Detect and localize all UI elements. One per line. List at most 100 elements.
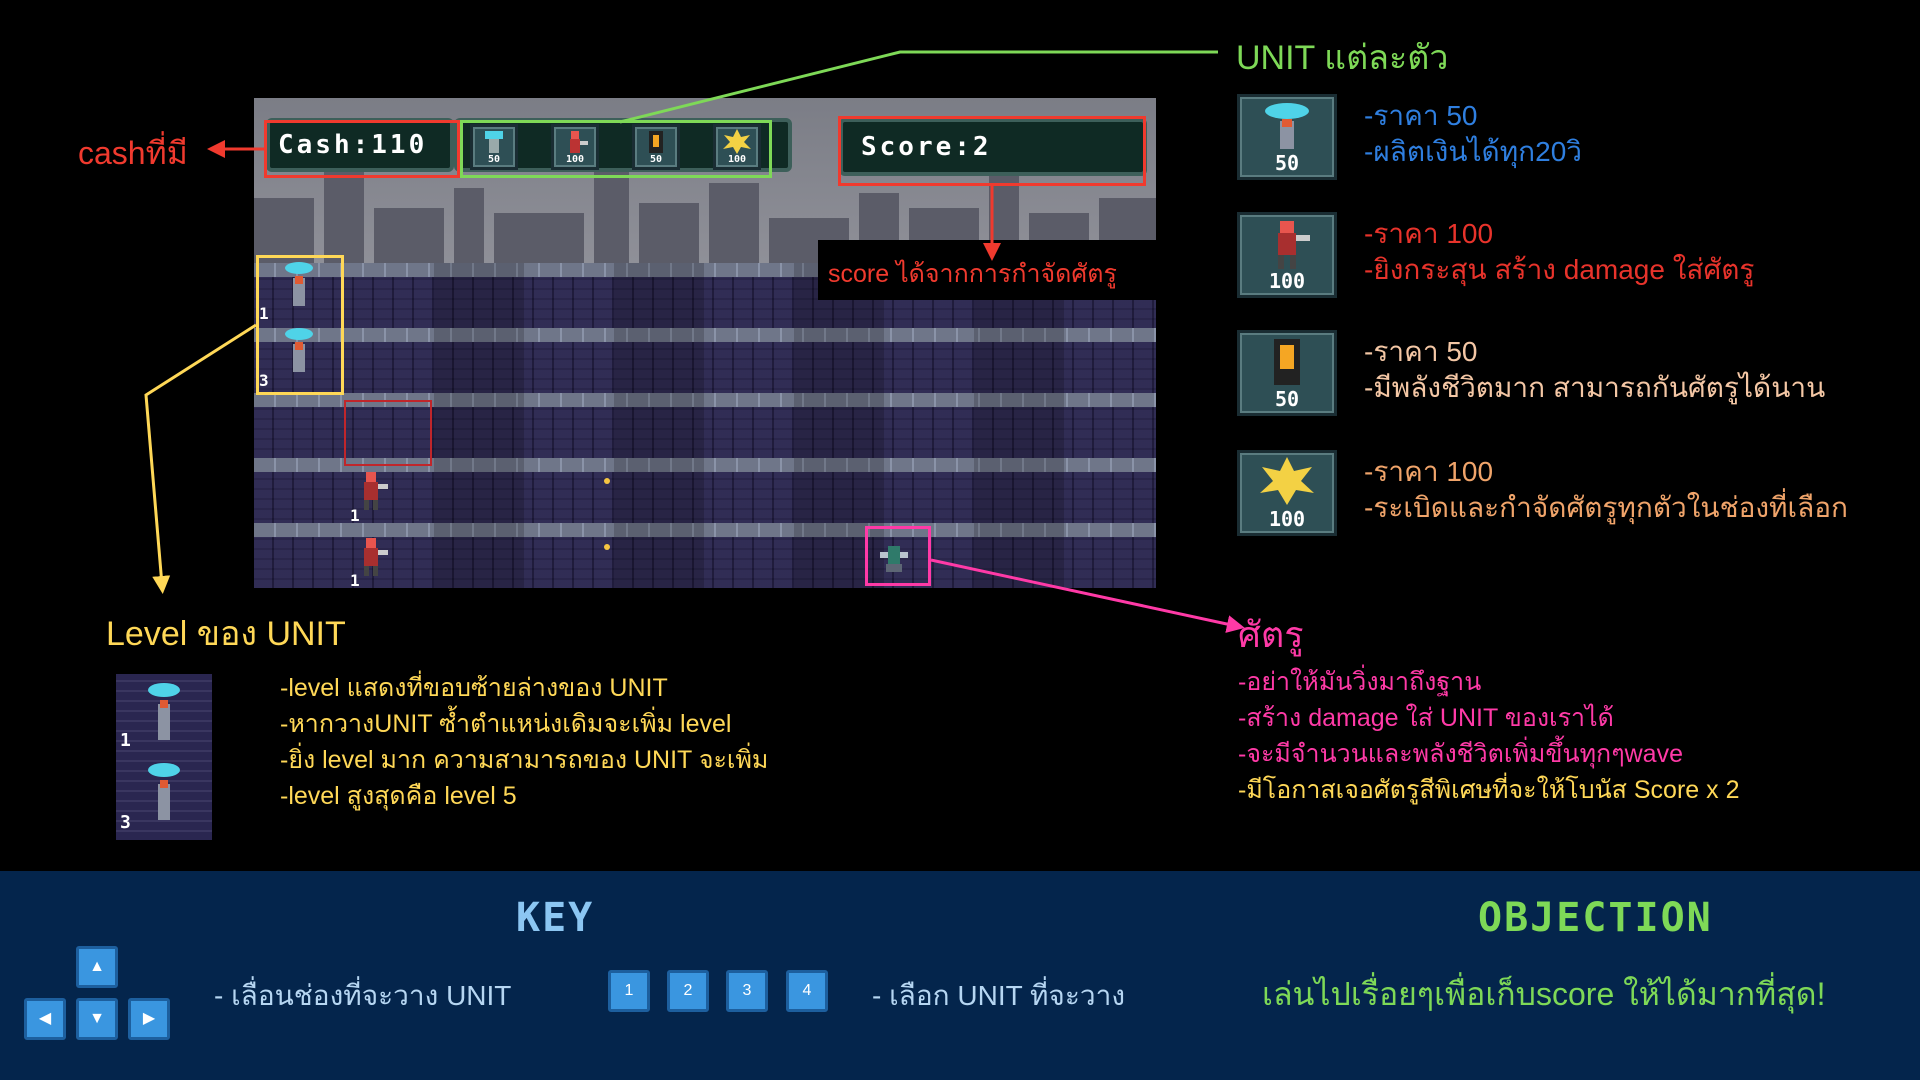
enemy-highlight-box <box>865 526 931 586</box>
objective-text: เล่นไปเรื่อยๆเพื่อเก็บscore ให้ได้มากที่… <box>1262 976 1826 1012</box>
cash-text: Cash:110 <box>278 130 428 160</box>
cash-highlight-box <box>264 120 460 178</box>
score-highlight-box <box>838 116 1146 186</box>
unit-desc-line: -มีพลังชีวิตมาก สามารถกันศัตรูได้นาน <box>1364 372 1826 403</box>
drone-tower-unit[interactable] <box>279 258 319 308</box>
enemy-info-line: -อย่าให้มันวิ่งมาถึงฐาน <box>1238 668 1482 696</box>
controls-footer: KEY ▲ ◀ ▼ ▶ - เลื่อนช่องที่จะวาง UNIT 1 … <box>0 871 1920 1080</box>
cash-label: cashที่มี <box>78 135 188 171</box>
shop-cost: 100 <box>565 154 585 165</box>
arrow-keys-desc: - เลื่อนช่องที่จะวาง UNIT <box>214 980 512 1011</box>
unit-desc-line: -ระเบิดและกำจัดศัตรูทุกตัวในช่องที่เลือก <box>1364 492 1849 523</box>
bullet <box>604 544 610 550</box>
key-label: 3 <box>742 982 752 999</box>
unit-cost: 100 <box>1268 507 1306 531</box>
drone-tower-unit[interactable] <box>279 324 319 374</box>
placement-cursor <box>344 400 432 466</box>
drone-tower-icon <box>148 763 180 820</box>
gunner-icon <box>570 131 588 153</box>
number-key-2[interactable]: 2 <box>667 970 709 1012</box>
unit-cost: 50 <box>1274 387 1300 411</box>
arrow-left-key[interactable]: ◀ <box>24 998 66 1040</box>
score-display: Score:2 <box>839 118 1147 176</box>
arrow-right-key[interactable]: ▶ <box>128 998 170 1040</box>
unit-desc-line: -ผลิตเงินได้ทุก20วิ <box>1364 136 1582 167</box>
enemy-info-line: -สร้าง damage ใส่ UNIT ของเราได้ <box>1238 704 1614 732</box>
enemy-info-line: -มีโอกาสเจอศัตรูสีพิเศษที่จะให้โบนัส Sco… <box>1238 776 1740 804</box>
explosion-icon <box>1260 457 1314 505</box>
gunner-unit[interactable] <box>352 534 392 578</box>
number-key-4[interactable]: 4 <box>786 970 828 1012</box>
unit-card-4: 100 <box>1237 450 1337 536</box>
explosion-icon <box>723 129 751 154</box>
shop-slot-3[interactable]: 50 <box>632 124 680 170</box>
lane-grid <box>254 263 1156 588</box>
unit-card-3: 50 <box>1237 330 1337 416</box>
arrow-up-icon: ▲ <box>89 958 105 975</box>
unit-desc-line: -ราคา 50 <box>1364 100 1478 131</box>
wall-block-icon <box>649 131 663 153</box>
score-text: Score:2 <box>861 132 992 162</box>
level-example: 1 3 <box>116 674 212 840</box>
shop-cost: 100 <box>727 154 747 165</box>
shop-cost: 50 <box>649 154 663 165</box>
unit-desc-line: -ราคา 100 <box>1364 456 1494 487</box>
level-info-line: -level สูงสุดคือ level 5 <box>280 782 517 810</box>
number-key-3[interactable]: 3 <box>726 970 768 1012</box>
unit-desc-2: -ราคา 100 -ยิงกระสุน สร้าง damage ใส่ศัต… <box>1364 216 1754 288</box>
unit-label: UNIT แต่ละตัว <box>1236 39 1449 77</box>
gunner-icon <box>1278 221 1310 269</box>
unit-desc-line: -ราคา 50 <box>1364 336 1478 367</box>
unit-cost: 100 <box>1268 269 1306 293</box>
unit-level: 1 <box>350 571 360 588</box>
drone-tower-icon <box>148 683 180 740</box>
unit-level: 3 <box>259 371 269 390</box>
score-label: score ได้จากการกำจัดศัตรู <box>828 260 1117 288</box>
objective-title: OBJECTION <box>1478 895 1713 941</box>
unit-card-1: 50 <box>1237 94 1337 180</box>
shop-highlight-box <box>460 120 772 178</box>
enemy-drone <box>880 546 908 572</box>
unit-level: 1 <box>350 506 360 525</box>
unit-desc-4: -ราคา 100 -ระเบิดและกำจัดศัตรูทุกตัวในช่… <box>1364 454 1848 526</box>
number-key-1[interactable]: 1 <box>608 970 650 1012</box>
unit-level: 3 <box>120 812 131 833</box>
level-info-line: -level แสดงที่ขอบซ้ายล่างของ UNIT <box>280 674 668 702</box>
enemy-info-line: -จะมีจำนวนและพลังชีวิตเพิ่มขึ้นทุกๆwave <box>1238 740 1683 768</box>
drone-tower-icon <box>485 131 503 153</box>
arrow-down-key[interactable]: ▼ <box>76 998 118 1040</box>
unit-level: 1 <box>259 304 269 323</box>
enemy-info-list: -อย่าให้มันวิ่งมาถึงฐาน -สร้าง damage ใส… <box>1238 664 1740 808</box>
level-highlight-box <box>256 255 344 395</box>
unit-desc-line: -ราคา 100 <box>1364 218 1494 249</box>
unit-card-2: 100 <box>1237 212 1337 298</box>
arrow-left-icon: ◀ <box>38 1010 52 1027</box>
number-keys-desc: - เลือก UNIT ที่จะวาง <box>872 980 1125 1011</box>
key-label: 1 <box>624 982 634 999</box>
level-info-line: -หากวางUNIT ซ้ำตำแหน่งเดิมจะเพิ่ม level <box>280 710 732 738</box>
shop-slot-4[interactable]: 100 <box>713 124 761 170</box>
level-title: Level ของ UNIT <box>106 615 346 653</box>
key-label: 2 <box>683 982 693 999</box>
key-title: KEY <box>516 895 595 941</box>
arrow-up-key[interactable]: ▲ <box>76 946 118 988</box>
key-label: 4 <box>802 982 812 999</box>
level-info-line: -ยิ่ง level มาก ความสามารถของ UNIT จะเพิ… <box>280 746 769 774</box>
unit-desc-line: -ยิงกระสุน สร้าง damage ใส่ศัตรู <box>1364 254 1755 285</box>
unit-desc-3: -ราคา 50 -มีพลังชีวิตมาก สามารถกันศัตรูไ… <box>1364 334 1825 406</box>
shop-slot-2[interactable]: 100 <box>551 124 599 170</box>
shop-cost: 50 <box>487 154 501 165</box>
bullet <box>604 478 610 484</box>
level-info-list: -level แสดงที่ขอบซ้ายล่างของ UNIT -หากวา… <box>280 670 768 814</box>
arrow-down-icon: ▼ <box>89 1010 105 1027</box>
drone-tower-icon <box>1265 103 1309 149</box>
enemy-title: ศัตรู <box>1238 614 1304 655</box>
unit-cost: 50 <box>1274 151 1300 175</box>
unit-level: 1 <box>120 730 131 751</box>
gunner-unit[interactable] <box>352 468 392 512</box>
shop-slot-1[interactable]: 50 <box>470 124 518 170</box>
wall-block-icon <box>1274 339 1300 385</box>
arrow-right-icon: ▶ <box>142 1010 156 1027</box>
unit-desc-1: -ราคา 50 -ผลิตเงินได้ทุก20วิ <box>1364 98 1582 170</box>
